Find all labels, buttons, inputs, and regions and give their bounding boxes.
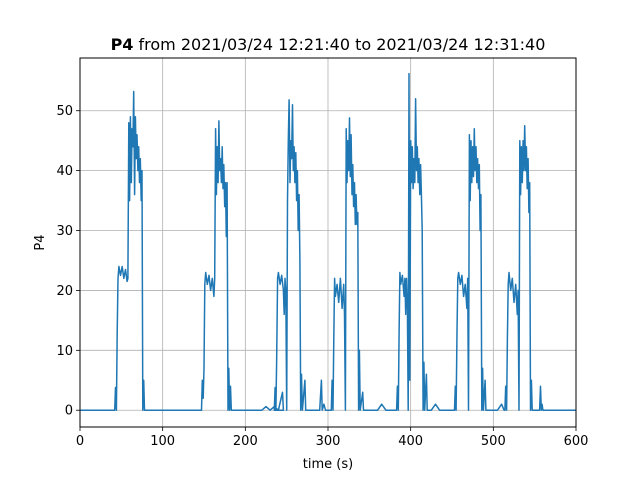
x-tick-label: 300: [316, 434, 341, 449]
y-axis-label: P4: [33, 234, 48, 250]
x-tick-label: 0: [76, 434, 84, 449]
series-line: [80, 72, 576, 411]
x-tick-label: 400: [398, 434, 423, 449]
y-tick-label: 10: [56, 344, 73, 359]
y-tick-label: 0: [65, 404, 73, 419]
x-tick-label: 600: [564, 434, 589, 449]
y-tick-label: 20: [56, 284, 73, 299]
x-axis-label: time (s): [303, 457, 353, 472]
x-tick-label: 200: [233, 434, 258, 449]
chart-title-bold: P4: [111, 35, 134, 54]
axis-ticks: 0 100 200 300 400 500 600 0 10 20 30 40 50: [56, 104, 588, 449]
chart-title-rest: from 2021/03/24 12:21:40 to 2021/03/24 1…: [133, 35, 545, 54]
data-series: [80, 72, 576, 411]
chart-title: P4 from 2021/03/24 12:21:40 to 2021/03/2…: [111, 35, 546, 54]
y-tick-label: 30: [56, 224, 73, 239]
y-tick-label: 50: [56, 104, 73, 119]
x-tick-label: 100: [150, 434, 175, 449]
y-tick-label: 40: [56, 164, 73, 179]
x-tick-label: 500: [481, 434, 506, 449]
